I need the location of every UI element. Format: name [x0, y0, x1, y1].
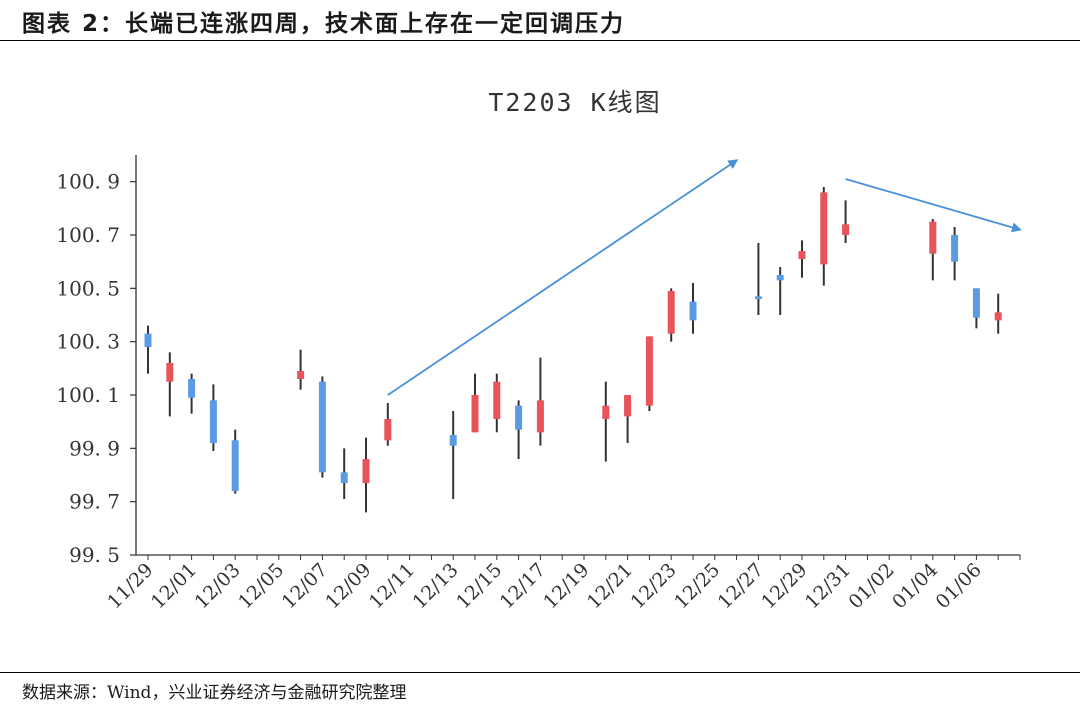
candle-body [340, 472, 348, 483]
candle-body [994, 312, 1002, 321]
x-tick-label: 12/21 [583, 559, 637, 613]
candle-body [493, 381, 501, 419]
x-tick-label: 12/27 [714, 559, 768, 613]
candle [754, 243, 762, 315]
candle-body [754, 296, 762, 299]
x-tick-label: 12/11 [365, 559, 419, 613]
candle [776, 267, 784, 315]
axes [135, 155, 1020, 556]
candle [602, 381, 610, 462]
candle-body [384, 419, 392, 441]
candle-body [188, 379, 196, 398]
candle-body [144, 333, 152, 347]
candle-body [166, 363, 174, 382]
candle-body [602, 405, 610, 419]
x-tick-label: 12/07 [278, 559, 332, 613]
candle-body [776, 275, 784, 281]
candle-body [929, 221, 937, 254]
candle-body [471, 395, 479, 433]
candle [471, 373, 479, 433]
x-tick-label: 12/13 [408, 559, 462, 613]
x-tick-label: 12/25 [670, 559, 724, 613]
x-tick-label: 12/17 [496, 559, 550, 613]
candle-body [231, 440, 239, 491]
candle [536, 357, 544, 446]
candle [515, 400, 523, 459]
y-tick-label: 99. 9 [69, 436, 120, 460]
candle [842, 200, 850, 243]
candle [449, 411, 457, 499]
candle [994, 293, 1002, 334]
trend-arrow [387, 159, 739, 396]
candle [798, 240, 806, 278]
x-tick-label: 12/05 [234, 559, 288, 613]
x-tick-label: 01/02 [844, 559, 898, 613]
candle-body [297, 371, 305, 379]
candle [231, 429, 239, 494]
candle [188, 373, 196, 414]
y-tick-label: 99. 7 [69, 490, 120, 514]
candle [624, 395, 632, 443]
x-tick-label: 12/03 [190, 559, 244, 613]
x-tick-label: 12/09 [321, 559, 375, 613]
candle [362, 437, 370, 513]
candle-body [820, 192, 828, 265]
x-tick-label: 12/31 [801, 559, 855, 613]
candle-body [645, 336, 653, 406]
x-tick-label: 01/04 [888, 559, 942, 613]
y-tick-label: 99. 5 [69, 543, 120, 567]
y-tick-label: 100. 7 [56, 223, 120, 247]
y-tick-label: 100. 9 [56, 170, 120, 194]
candle-body [362, 459, 370, 483]
candle [209, 384, 217, 451]
bottom-divider [0, 672, 1080, 673]
candle-body [209, 400, 217, 443]
candle [297, 349, 305, 390]
candles [144, 187, 1002, 513]
candle [340, 448, 348, 499]
top-divider [0, 40, 1080, 41]
candle [493, 373, 501, 433]
candle-body [667, 291, 675, 334]
candle [645, 336, 653, 411]
candle-body [449, 435, 457, 446]
candle-body [798, 251, 806, 259]
candle [144, 325, 152, 374]
candle-body [842, 224, 850, 235]
candle [166, 352, 174, 417]
candle-body [536, 400, 544, 433]
trend-arrows [387, 159, 1022, 396]
candlestick-chart: T2203 K线图 99. 5 99. 7 99. 9 100. 1 100. 3 100… [56, 88, 1022, 613]
y-tick-label: 100. 1 [56, 383, 120, 407]
trend-arrow [845, 178, 1022, 233]
chart-title: T2203 K线图 [488, 88, 661, 117]
candle [384, 403, 392, 446]
x-tick-label: 12/15 [452, 559, 506, 613]
y-axis-ticks: 99. 5 99. 7 99. 9 100. 1 100. 3 100. 5 100. 7 1… [56, 170, 136, 567]
x-tick-label: 12/19 [539, 559, 593, 613]
candle-body [515, 405, 523, 430]
source-note: 数据来源：Wind，兴业证券经济与金融研究院整理 [22, 683, 407, 703]
x-axis-ticks: 11/2912/0112/0312/0512/0712/0912/1112/13… [103, 555, 1021, 613]
candle [689, 283, 697, 334]
x-tick-label: 12/29 [757, 559, 811, 613]
candle-body [689, 301, 697, 321]
candle [318, 376, 326, 478]
x-tick-label: 01/06 [932, 559, 986, 613]
figure-title: 图表 2：长端已连涨四周，技术面上存在一定回调压力 [22, 11, 626, 37]
candle-body [951, 235, 959, 262]
candle-body [624, 395, 632, 417]
candle-body [972, 288, 980, 318]
x-tick-label: 12/01 [147, 559, 201, 613]
x-tick-label: 11/29 [103, 559, 157, 613]
x-tick-label: 12/23 [626, 559, 680, 613]
candle [929, 219, 937, 281]
y-tick-label: 100. 5 [56, 276, 120, 300]
candle-body [318, 381, 326, 473]
candle [820, 187, 828, 286]
candle [951, 227, 959, 281]
candle [667, 288, 675, 342]
y-tick-label: 100. 3 [56, 330, 120, 354]
candle [972, 288, 980, 329]
